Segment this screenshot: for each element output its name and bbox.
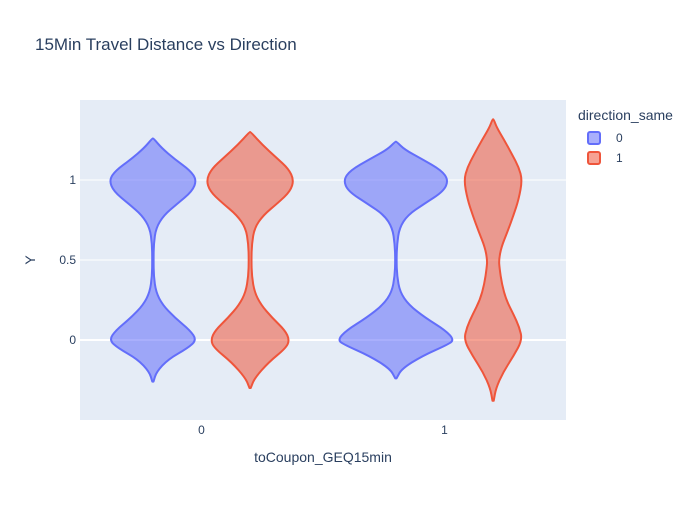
- y-axis-title: Y: [22, 255, 38, 265]
- legend-label-1[interactable]: 1: [616, 151, 623, 165]
- violin-series-0-category-1[interactable]: [338, 140, 454, 380]
- legend-title: direction_same: [578, 107, 673, 123]
- x-tick-label: 0: [198, 423, 205, 437]
- y-tick-label: 1: [69, 173, 76, 187]
- violins: [109, 118, 523, 402]
- legend-swatch-0[interactable]: [587, 131, 601, 145]
- legend-label-0[interactable]: 0: [616, 131, 623, 145]
- violin-series-0-category-0[interactable]: [109, 137, 197, 383]
- y-tick-label: 0.5: [59, 253, 76, 267]
- violin-series-1-category-0[interactable]: [206, 131, 294, 389]
- axes: 0 0.5 1 0 1: [59, 173, 448, 437]
- x-tick-label: 1: [441, 423, 448, 437]
- legend-swatch-1[interactable]: [587, 151, 601, 165]
- x-axis-title: toCoupon_GEQ15min: [254, 449, 392, 465]
- legend: direction_same 0 1: [578, 107, 673, 165]
- violin-series-1-category-1[interactable]: [463, 118, 523, 402]
- y-tick-label: 0: [69, 333, 76, 347]
- chart-title: 15Min Travel Distance vs Direction: [35, 35, 297, 54]
